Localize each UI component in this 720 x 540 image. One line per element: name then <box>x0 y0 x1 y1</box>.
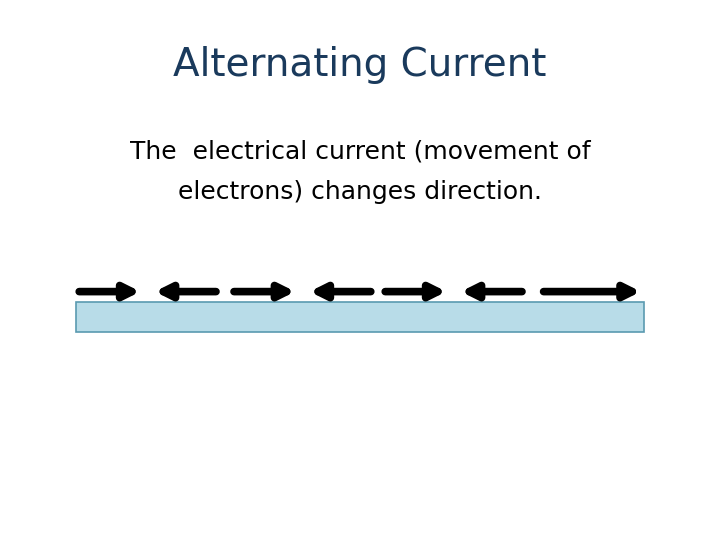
Text: electrons) changes direction.: electrons) changes direction. <box>178 180 542 204</box>
Text: Alternating Current: Alternating Current <box>174 46 546 84</box>
Text: The  electrical current (movement of: The electrical current (movement of <box>130 139 590 163</box>
Bar <box>76 302 644 332</box>
